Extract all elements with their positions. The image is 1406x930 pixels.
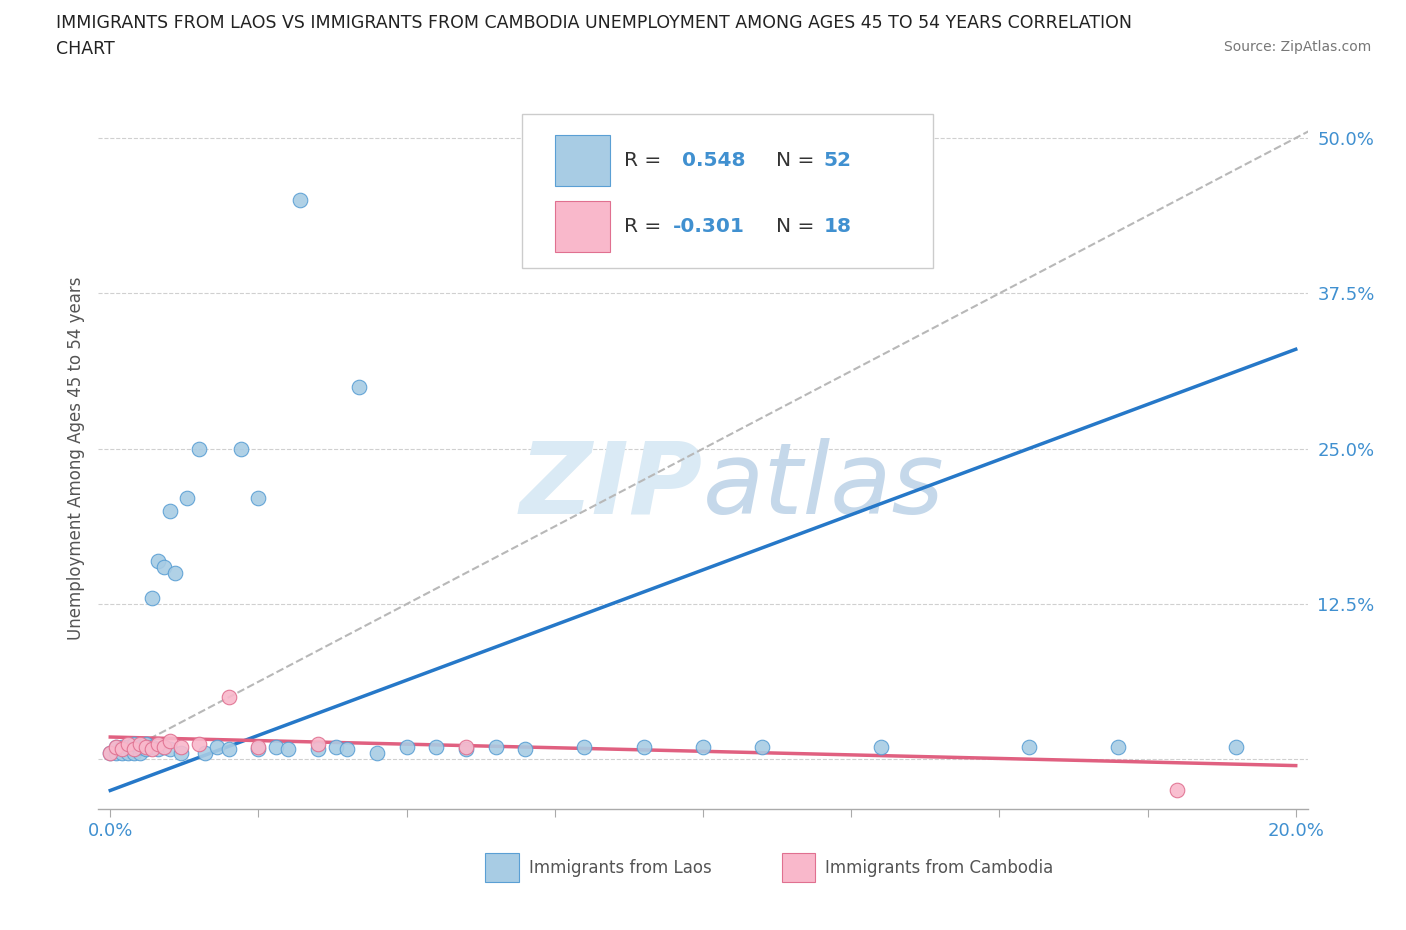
Point	[152, 559, 174, 574]
Point	[135, 739, 157, 754]
Point	[117, 739, 139, 754]
Point	[146, 737, 169, 752]
Text: atlas: atlas	[703, 438, 945, 535]
Point	[218, 742, 240, 757]
Point	[307, 742, 329, 757]
Point	[692, 739, 714, 754]
Point	[1225, 739, 1247, 754]
Point	[205, 739, 228, 754]
Point	[264, 739, 287, 754]
Point	[336, 742, 359, 757]
Point	[1166, 783, 1188, 798]
Point	[129, 737, 152, 752]
Point	[129, 739, 152, 754]
Point	[574, 739, 596, 754]
Point	[141, 739, 163, 754]
Point	[159, 734, 181, 749]
Point	[117, 746, 139, 761]
Point	[122, 742, 145, 757]
Point	[454, 739, 477, 754]
Point	[152, 739, 174, 754]
Text: -0.301: -0.301	[672, 217, 745, 236]
Text: 52: 52	[824, 151, 852, 170]
Point	[288, 193, 311, 207]
Y-axis label: Unemployment Among Ages 45 to 54 years: Unemployment Among Ages 45 to 54 years	[66, 276, 84, 640]
Point	[129, 746, 152, 761]
Point	[152, 739, 174, 754]
Text: Source: ZipAtlas.com: Source: ZipAtlas.com	[1223, 40, 1371, 54]
Text: CHART: CHART	[56, 40, 115, 58]
Text: 0.548: 0.548	[682, 151, 747, 170]
Point	[122, 737, 145, 752]
Text: R =: R =	[624, 217, 668, 236]
Point	[633, 739, 655, 754]
Point	[111, 742, 134, 757]
Point	[366, 746, 388, 761]
Point	[170, 746, 193, 761]
Point	[105, 739, 128, 754]
Point	[229, 441, 252, 456]
Point	[484, 739, 506, 754]
Point	[122, 746, 145, 761]
Point	[135, 737, 157, 752]
Point	[515, 742, 537, 757]
Point	[98, 746, 121, 761]
Point	[141, 591, 163, 605]
Text: N =: N =	[776, 217, 820, 236]
Point	[176, 491, 198, 506]
Point	[159, 742, 181, 757]
Text: Immigrants from Cambodia: Immigrants from Cambodia	[825, 859, 1053, 877]
Point	[170, 739, 193, 754]
Point	[395, 739, 418, 754]
Point	[188, 441, 211, 456]
Point	[425, 739, 447, 754]
Text: IMMIGRANTS FROM LAOS VS IMMIGRANTS FROM CAMBODIA UNEMPLOYMENT AMONG AGES 45 TO 5: IMMIGRANTS FROM LAOS VS IMMIGRANTS FROM …	[56, 14, 1132, 32]
Point	[247, 739, 270, 754]
FancyBboxPatch shape	[522, 114, 932, 269]
Point	[307, 737, 329, 752]
Point	[159, 503, 181, 518]
Point	[117, 737, 139, 752]
Point	[247, 491, 270, 506]
Point	[146, 553, 169, 568]
Point	[135, 742, 157, 757]
Point	[111, 746, 134, 761]
Text: N =: N =	[776, 151, 820, 170]
Point	[277, 742, 299, 757]
Text: 18: 18	[824, 217, 852, 236]
Point	[325, 739, 347, 754]
Point	[105, 739, 128, 754]
Point	[347, 379, 370, 394]
Text: ZIP: ZIP	[520, 438, 703, 535]
FancyBboxPatch shape	[555, 135, 610, 186]
Point	[1107, 739, 1129, 754]
FancyBboxPatch shape	[485, 853, 519, 883]
Point	[247, 742, 270, 757]
Text: R =: R =	[624, 151, 668, 170]
Point	[141, 742, 163, 757]
Point	[194, 746, 217, 761]
FancyBboxPatch shape	[782, 853, 815, 883]
Point	[98, 746, 121, 761]
Text: Immigrants from Laos: Immigrants from Laos	[529, 859, 711, 877]
Point	[1018, 739, 1040, 754]
Point	[105, 746, 128, 761]
Point	[454, 742, 477, 757]
Point	[751, 739, 773, 754]
Point	[218, 690, 240, 705]
Point	[111, 739, 134, 754]
Point	[188, 737, 211, 752]
Point	[165, 565, 187, 580]
Point	[869, 739, 891, 754]
Point	[146, 742, 169, 757]
FancyBboxPatch shape	[555, 201, 610, 252]
